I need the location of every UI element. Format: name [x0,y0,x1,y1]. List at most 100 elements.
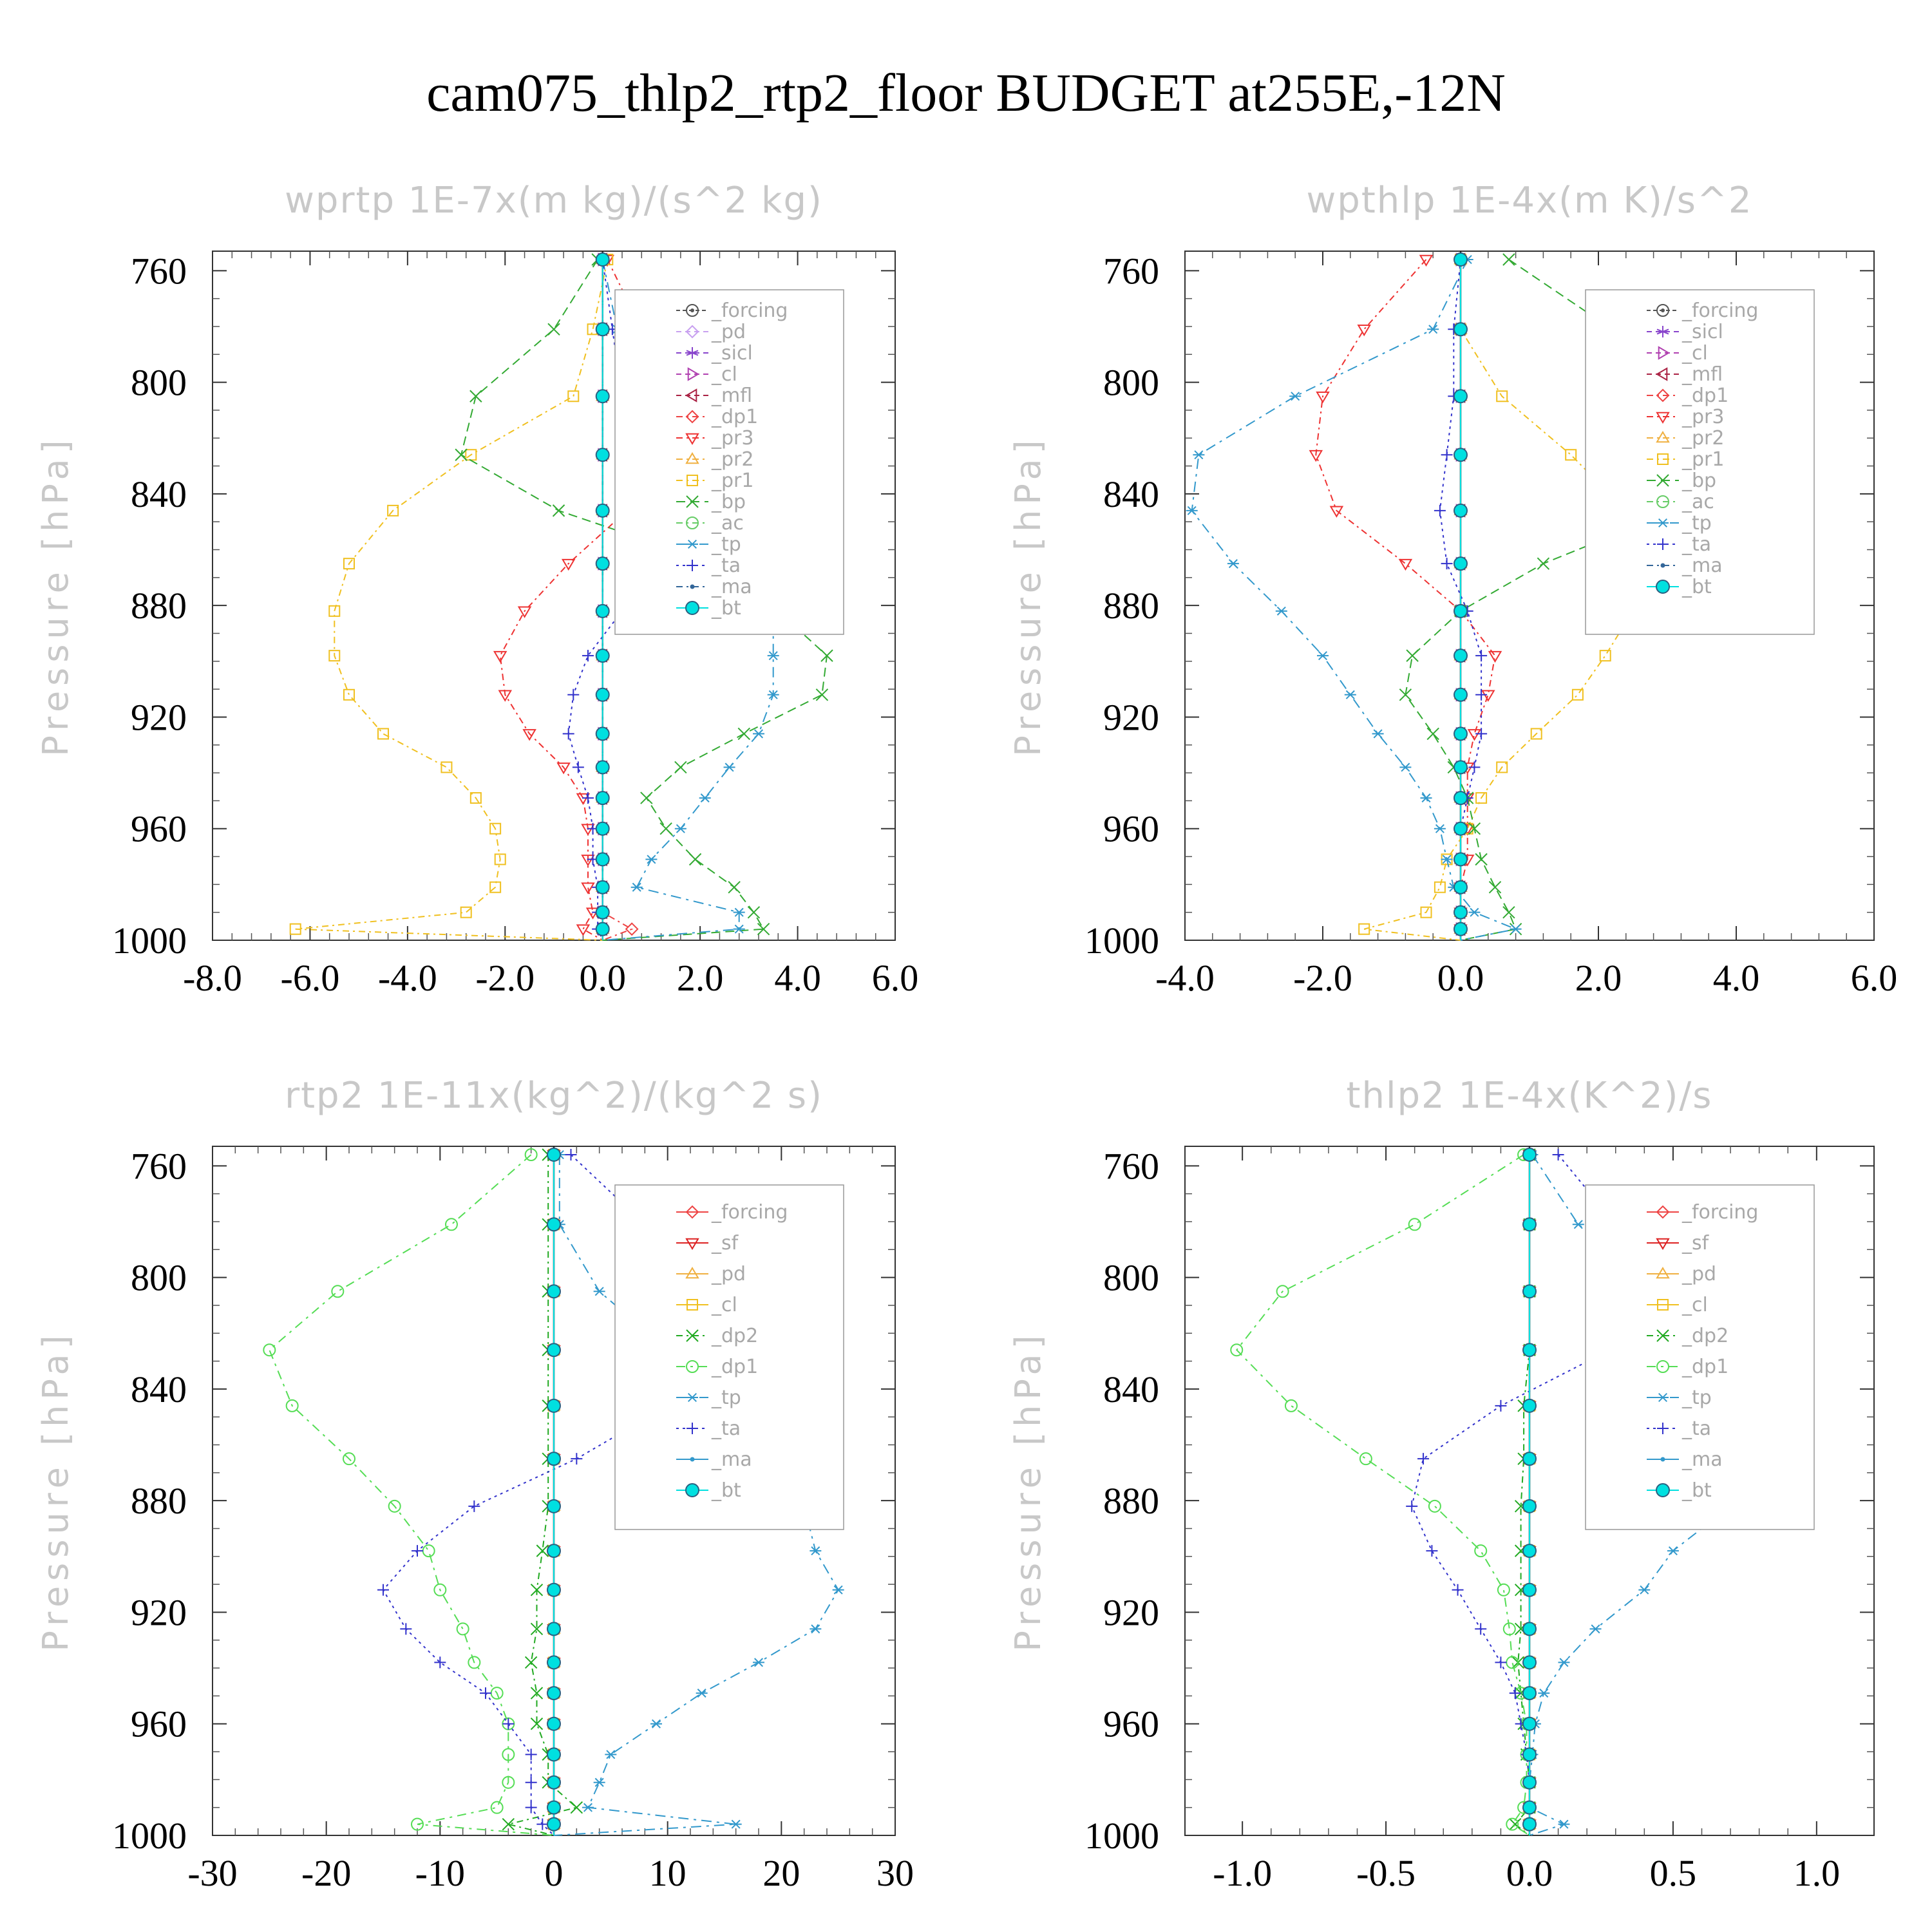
data-point_bt [1454,503,1468,518]
legend-marker_dp1 [1656,388,1670,402]
series_pr1 [289,253,614,941]
legend-marker_pr2 [1656,431,1670,443]
panel-title: rtp2 1E-11x(kg^2)/(kg^2 s) [285,1075,823,1117]
data-point_dp1 [433,1583,447,1596]
legend-label_dp1: _dp1 [711,406,758,428]
data-point_pr1 [1496,390,1508,402]
series_tp [1186,254,1522,941]
data-point_bt [595,322,610,337]
legend-label_tp: _tp [1681,1387,1712,1409]
data-point_tp [767,690,779,699]
data-point_bt [595,556,610,571]
data-point_bt [1454,922,1468,936]
data-point_bt [595,687,610,702]
data-point_dp1 [1408,1218,1421,1231]
data-point_pr1 [460,906,472,918]
legend-label_pr2: _pr2 [711,448,753,471]
legend-marker_bt [1656,580,1670,594]
legend-marker_dp1 [686,1360,699,1373]
data-point_pr1 [1565,449,1577,461]
data-point_tp [1538,1689,1550,1698]
data-point_bt [595,760,610,775]
data-point_tp [810,1546,822,1556]
legend-label_mfl: _mfl [711,384,752,407]
data-point_tp [1420,793,1432,803]
series_bt [595,252,610,940]
data-point_ta [1552,1149,1564,1160]
series-line_pr1 [1363,260,1647,941]
data-point_dp1 [524,1148,538,1161]
y-tick-label: 880 [1103,585,1159,627]
data-point_pr3 [556,762,571,775]
data-point_ta [1475,1623,1487,1635]
data-point_bt [1522,1452,1537,1466]
x-tick-label: -4.0 [378,957,437,999]
data-point_dp2 [502,1817,515,1831]
y-tick-label: 800 [1103,1257,1159,1299]
legend-marker_ta [1657,1423,1669,1434]
data-point_dp2 [530,1584,544,1596]
data-point_ta [565,1149,577,1160]
y-tick-label: 800 [131,362,187,404]
data-point_bp [820,649,833,662]
data-point_bt [1522,1544,1537,1558]
legend-label_pr1: _pr1 [1681,448,1724,471]
data-point_ta [400,1623,412,1635]
figure-title: cam075_thlp2_rtp2_floor BUDGET at255E,-1… [426,63,1506,123]
data-point_bt [547,1800,561,1815]
legend-marker_forcing [1656,1205,1670,1219]
data-point_pr3 [561,558,576,571]
legend-marker_forcing [686,304,699,317]
legend: _forcing _sf _pd _cl _dp2 _dp1 _tp _ta _ma _bt [614,1184,844,1530]
data-point_pr1 [328,650,341,662]
data-point_ta [582,792,594,804]
data-point_tp [1468,907,1481,917]
data-point_pr1 [1530,728,1542,740]
data-point_bp [640,791,653,804]
data-point_ta [1475,688,1488,701]
data-point_dp1 [502,1748,515,1761]
data-point_bp [674,761,687,774]
legend-marker_dp1 [685,410,699,424]
data-point_bt [547,1716,561,1731]
data-point_dp1 [285,1399,299,1412]
data-point_bt [547,1147,561,1162]
data-point_tp [753,1658,764,1667]
data-point_tp [1434,824,1446,833]
data-point_tp [1317,651,1329,661]
data-point_bt [547,1747,561,1762]
data-point_ta [1495,1656,1507,1669]
data-point_tp [645,855,658,864]
y-tick-label: 920 [131,696,187,738]
data-point_bt [1454,880,1468,895]
legend-label_bt: _bt [1681,576,1712,598]
data-point_bt [547,1775,561,1790]
data-point_bt [1454,726,1468,741]
chart-panel-2: wpthlp 1E-4x(m K)/s^2 Pressure [hPa] -4.0 -… [1008,180,1897,999]
x-tick-label: 4.0 [774,957,821,999]
data-point_bt [1522,1147,1537,1162]
legend-label_sicl: _sicl [1681,321,1723,343]
x-tick-label: 4.0 [1713,957,1760,999]
series-line_pr1 [295,259,609,941]
legend-marker_pr1 [687,475,698,486]
data-point_tp [696,1689,708,1698]
data-point_ta [480,1687,491,1700]
data-point_pr3 [1309,450,1323,462]
x-tick-label: 0.0 [579,957,626,999]
data-point_ta [536,1818,549,1830]
data-point_bt [595,905,610,920]
data-point_tp [1441,855,1453,864]
series_pr3 [1309,254,1502,940]
data-point_tp [753,729,764,739]
data-point_dp2 [530,1718,544,1730]
legend-label_pd: _pd [711,1263,746,1285]
legend-label_tp: _tp [711,533,741,556]
legend-label_sf: _sf [711,1232,739,1255]
data-point_pr3 [493,650,507,663]
y-tick-label: 840 [1103,473,1159,515]
data-point_bt [547,1817,561,1832]
legend-label_ta: _ta [711,554,741,577]
data-point_bp [728,880,741,894]
data-point_dp1 [1428,1499,1441,1513]
